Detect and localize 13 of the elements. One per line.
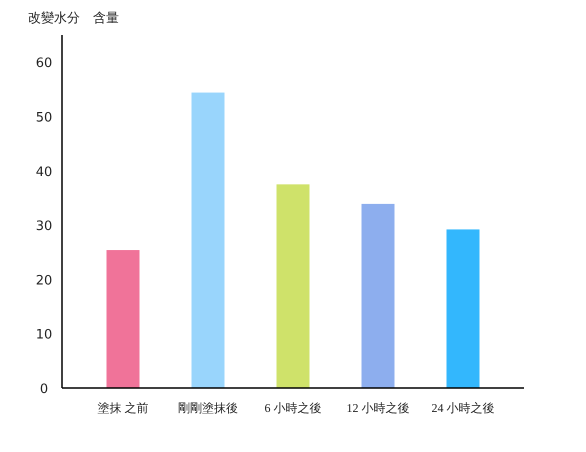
x-tick-label: 24 小時之後 [432,401,494,415]
x-tick-label: 剛剛塗抹後 [178,401,238,415]
y-tick-label: 0 [40,382,48,397]
y-tick-label: 20 [36,273,52,288]
y-tick-label: 10 [36,328,52,343]
y-tick-label: 50 [36,110,52,126]
x-tick-label: 6 小時之後 [264,401,322,415]
y-tick-label: 60 [36,56,52,72]
y-axis-title: 改變水分 含量 [28,10,119,25]
y-tick-label: 30 [36,219,52,234]
x-tick-label: 塗抹 之前 [98,401,148,415]
y-tick-label: 40 [36,164,52,180]
x-tick-label: 12 小時之後 [346,401,410,415]
